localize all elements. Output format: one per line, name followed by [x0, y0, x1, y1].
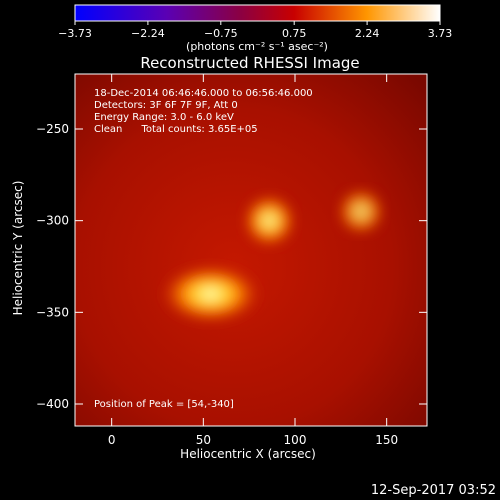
colorbar-tick-label: 2.24 — [355, 27, 380, 40]
y-axis-label: Heliocentric Y (arcsec) — [11, 181, 25, 316]
x-tick-label: 50 — [196, 433, 211, 447]
annotation-energy-range: Energy Range: 3.0 - 6.0 keV — [94, 112, 234, 123]
colorbar-tick-label: 0.75 — [282, 27, 307, 40]
colorbar-unit-label: (photons cm⁻² s⁻¹ asec⁻²) — [186, 40, 328, 53]
y-tick-label: −350 — [36, 305, 69, 319]
colorbar-ticks: −3.73 −2.24 −0.75 0.75 2.24 3.73 — [58, 21, 452, 40]
plot-background — [75, 74, 427, 426]
plot-frame — [74, 73, 428, 427]
footer-timestamp: 12-Sep-2017 03:52 — [371, 483, 496, 498]
peak-position-label: Position of Peak = [54,-340] — [94, 399, 234, 410]
y-tick-label: −300 — [36, 214, 69, 228]
emission-sources — [159, 186, 386, 324]
plot-area: 0 50 100 150 −250 −300 −350 −400 — [36, 73, 428, 447]
colorbar-tick-label: −2.24 — [131, 27, 165, 40]
annotation-clean-counts: Clean Total counts: 3.65E+05 — [94, 124, 258, 135]
colorbar — [74, 4, 441, 22]
annotation-detectors: Detectors: 3F 6F 7F 9F, Att 0 — [94, 100, 238, 111]
emission-source — [336, 186, 386, 237]
colorbar-tick-label: −0.75 — [204, 27, 238, 40]
chart-title: Reconstructed RHESSI Image — [140, 54, 359, 72]
axis-ticks: 0 50 100 150 −250 −300 −350 −400 — [36, 74, 427, 447]
x-axis-label: Heliocentric X (arcsec) — [180, 447, 316, 461]
colorbar-tick-label: 3.73 — [428, 27, 453, 40]
emission-source — [159, 264, 262, 324]
colorbar-tick-label: −3.73 — [58, 27, 92, 40]
x-tick-label: 150 — [375, 433, 398, 447]
emission-source — [241, 193, 297, 249]
x-tick-label: 100 — [284, 433, 307, 447]
x-tick-label: 0 — [108, 433, 116, 447]
y-tick-label: −400 — [36, 397, 69, 411]
annotation-time-range: 18-Dec-2014 06:46:46.000 to 06:56:46.000 — [94, 88, 313, 99]
y-tick-label: −250 — [36, 122, 69, 136]
